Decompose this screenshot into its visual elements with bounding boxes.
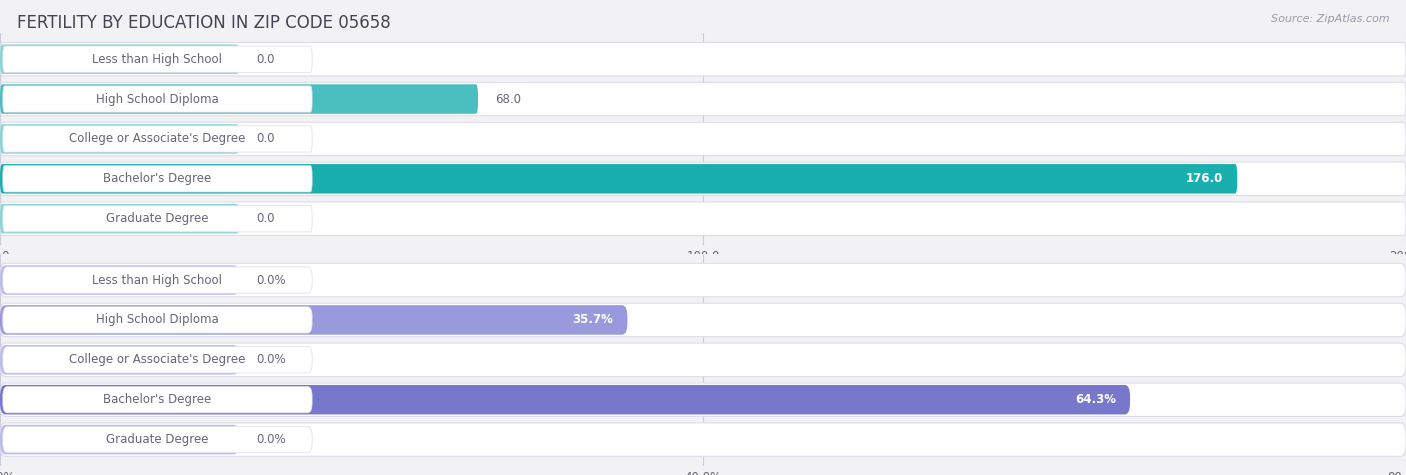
Text: High School Diploma: High School Diploma (96, 314, 219, 326)
FancyBboxPatch shape (3, 46, 312, 72)
FancyBboxPatch shape (3, 86, 312, 112)
Text: High School Diploma: High School Diploma (96, 93, 219, 105)
FancyBboxPatch shape (0, 345, 239, 375)
FancyBboxPatch shape (0, 383, 1406, 417)
FancyBboxPatch shape (0, 164, 1237, 194)
FancyBboxPatch shape (0, 124, 239, 154)
Text: 0.0%: 0.0% (256, 433, 285, 446)
Text: 0.0: 0.0 (256, 212, 274, 225)
FancyBboxPatch shape (0, 202, 1406, 236)
FancyBboxPatch shape (0, 423, 1406, 456)
Text: 64.3%: 64.3% (1076, 393, 1116, 406)
FancyBboxPatch shape (0, 303, 1406, 337)
FancyBboxPatch shape (0, 385, 1130, 415)
FancyBboxPatch shape (0, 425, 239, 454)
FancyBboxPatch shape (3, 126, 312, 152)
FancyBboxPatch shape (0, 263, 1406, 297)
FancyBboxPatch shape (3, 206, 312, 232)
Text: Graduate Degree: Graduate Degree (107, 212, 208, 225)
FancyBboxPatch shape (0, 122, 1406, 156)
Text: 176.0: 176.0 (1187, 172, 1223, 185)
Text: 0.0%: 0.0% (256, 274, 285, 286)
Text: College or Associate's Degree: College or Associate's Degree (69, 133, 246, 145)
FancyBboxPatch shape (0, 305, 627, 335)
FancyBboxPatch shape (0, 343, 1406, 377)
Text: College or Associate's Degree: College or Associate's Degree (69, 353, 246, 366)
FancyBboxPatch shape (3, 347, 312, 373)
Text: Source: ZipAtlas.com: Source: ZipAtlas.com (1271, 14, 1389, 24)
FancyBboxPatch shape (0, 162, 1406, 196)
Text: FERTILITY BY EDUCATION IN ZIP CODE 05658: FERTILITY BY EDUCATION IN ZIP CODE 05658 (17, 14, 391, 32)
FancyBboxPatch shape (3, 427, 312, 453)
Text: 0.0: 0.0 (256, 133, 274, 145)
FancyBboxPatch shape (0, 266, 239, 295)
Text: Graduate Degree: Graduate Degree (107, 433, 208, 446)
FancyBboxPatch shape (0, 84, 478, 114)
FancyBboxPatch shape (3, 387, 312, 413)
Text: Bachelor's Degree: Bachelor's Degree (104, 393, 211, 406)
Text: 68.0: 68.0 (495, 93, 520, 105)
Text: Less than High School: Less than High School (93, 274, 222, 286)
FancyBboxPatch shape (0, 82, 1406, 116)
FancyBboxPatch shape (0, 42, 1406, 76)
Text: 35.7%: 35.7% (572, 314, 613, 326)
Text: Less than High School: Less than High School (93, 53, 222, 66)
FancyBboxPatch shape (3, 166, 312, 192)
Text: 0.0%: 0.0% (256, 353, 285, 366)
FancyBboxPatch shape (0, 45, 239, 74)
FancyBboxPatch shape (3, 267, 312, 293)
FancyBboxPatch shape (0, 204, 239, 233)
Text: 0.0: 0.0 (256, 53, 274, 66)
Text: Bachelor's Degree: Bachelor's Degree (104, 172, 211, 185)
FancyBboxPatch shape (3, 307, 312, 333)
